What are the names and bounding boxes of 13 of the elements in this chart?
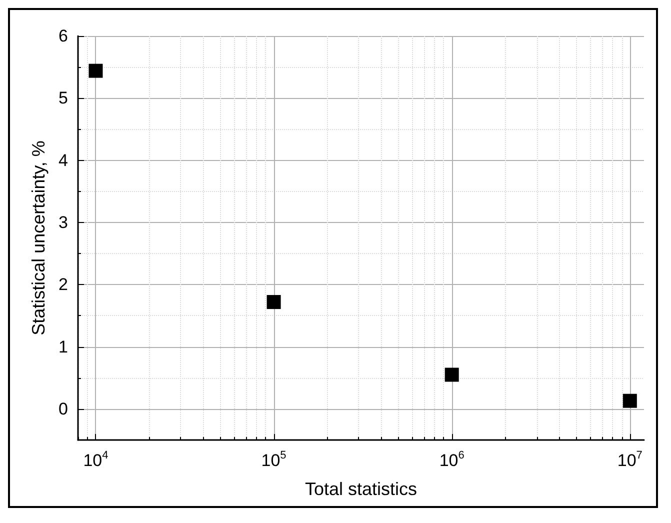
point xyxy=(88,64,103,78)
point xyxy=(444,368,459,382)
y-tick-label: 6 xyxy=(58,26,68,46)
point xyxy=(622,394,637,408)
y-tick-label: 2 xyxy=(58,275,68,294)
x-axis-title: Total statistics xyxy=(304,479,418,499)
y-tick-label: 5 xyxy=(58,88,68,108)
y-tick-label: 0 xyxy=(58,399,68,418)
y-axis-title: Statistical uncertainty, % xyxy=(28,140,49,336)
y-tick-label: 4 xyxy=(58,150,68,170)
point xyxy=(266,295,281,310)
y-tick-label: 1 xyxy=(58,337,68,356)
y-tick-label: 3 xyxy=(58,212,68,232)
